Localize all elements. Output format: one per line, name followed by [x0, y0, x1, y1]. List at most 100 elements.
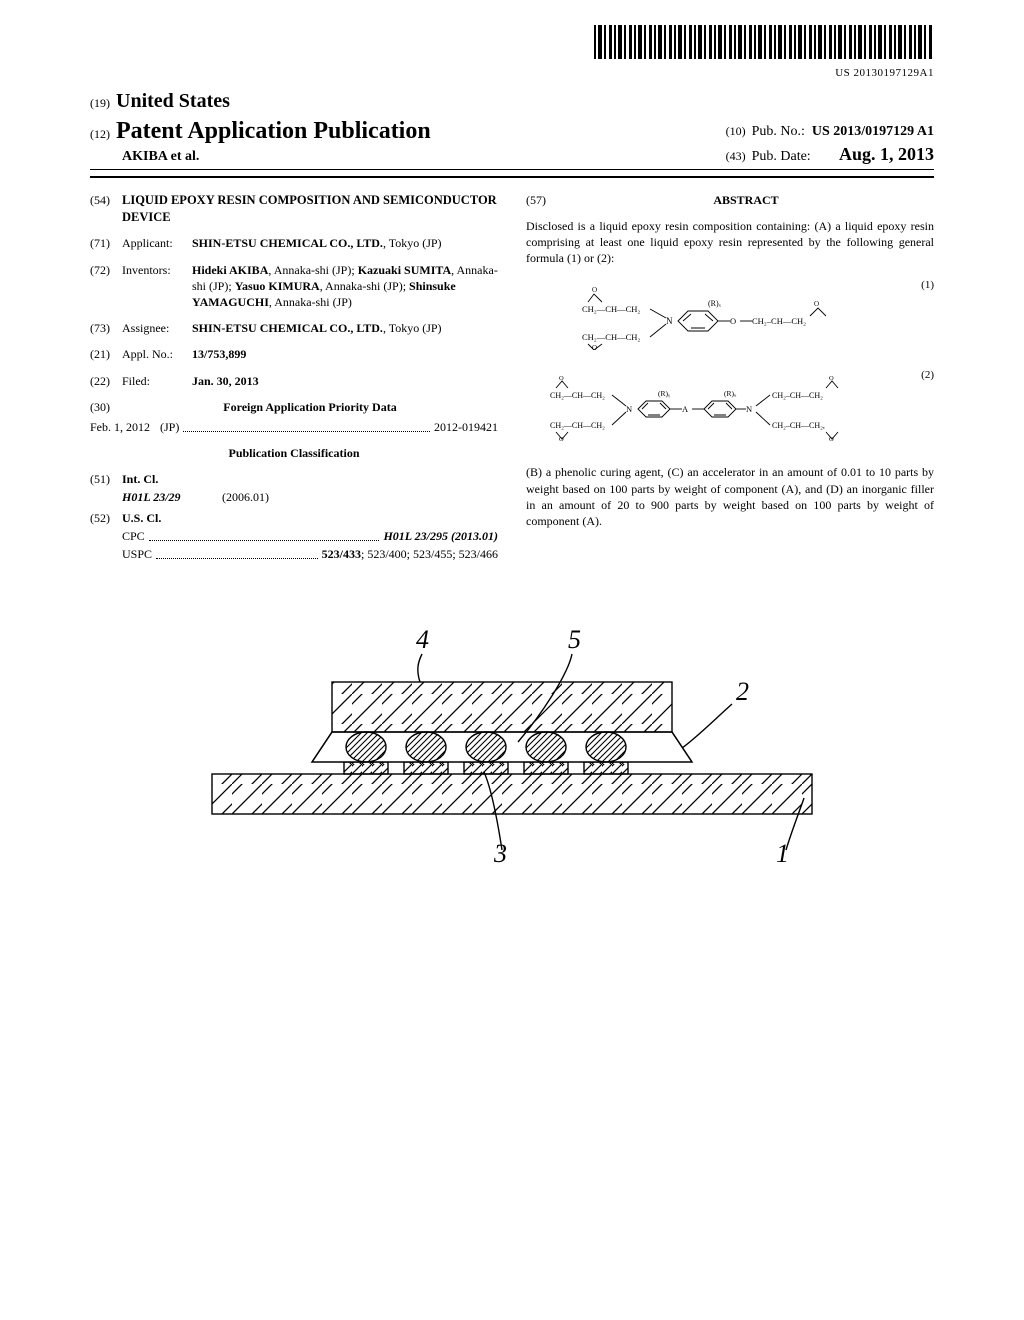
uscl-label: U.S. Cl.: [122, 511, 161, 525]
applno-value: 13/753,899: [192, 346, 498, 362]
pubno-label: Pub. No.:: [752, 124, 805, 139]
pubno-value: US 2013/0197129 A1: [812, 124, 934, 139]
country-num: (19): [90, 96, 110, 110]
assignee-field: (73) Assignee: SHIN-ETSU CHEMICAL CO., L…: [90, 320, 498, 336]
svg-text:CH₂–CH—CH₂,: CH₂–CH—CH₂,: [772, 421, 825, 430]
svg-text:N: N: [666, 316, 673, 326]
uspc-value: 523/433; 523/400; 523/455; 523/466: [322, 546, 498, 562]
assignee-label: Assignee:: [122, 320, 192, 336]
dots: [183, 419, 430, 432]
formula-1: (1) CH₂—CH—CH₂ O CH₂—CH—CH₂ O N (R)ₓ: [526, 278, 934, 350]
applicant-value: SHIN-ETSU CHEMICAL CO., LTD., Tokyo (JP): [192, 235, 498, 251]
svg-text:N: N: [626, 404, 632, 414]
pubno-num: (10): [726, 124, 746, 138]
svg-text:CH₂–CH—CH₂: CH₂–CH—CH₂: [772, 391, 823, 400]
priority-row: Feb. 1, 2012 (JP) 2012-019421: [90, 419, 498, 435]
pubdate-value: Aug. 1, 2013: [839, 142, 934, 166]
fig-label-3: 3: [493, 839, 507, 864]
assignee-value: SHIN-ETSU CHEMICAL CO., LTD., Tokyo (JP): [192, 320, 498, 336]
svg-text:CH₂—CH—CH₂: CH₂—CH—CH₂: [582, 304, 640, 314]
applno-label: Appl. No.:: [122, 346, 192, 362]
filed-label: Filed:: [122, 373, 192, 389]
filed-value: Jan. 30, 2013: [192, 373, 498, 389]
cpc-label: CPC: [122, 528, 145, 544]
patent-figure: 4 5 2 3 1: [90, 604, 934, 869]
foreign-appno: 2012-019421: [434, 419, 498, 435]
doctype-num: (12): [90, 127, 110, 141]
intcl-code: H01L 23/29: [122, 490, 181, 504]
foreign-country: (JP): [160, 419, 179, 435]
svg-text:A: A: [682, 404, 689, 414]
pubdate-label: Pub. Date:: [752, 149, 811, 164]
foreign-field: (30) Foreign Application Priority Data: [90, 399, 498, 415]
barcode-region: US 20130197129A1: [90, 25, 934, 80]
svg-text:O: O: [559, 436, 564, 443]
dots: [156, 546, 318, 559]
filed-num: (22): [90, 373, 122, 389]
authors-line: AKIBA et al.: [122, 148, 431, 167]
fig-label-2: 2: [736, 677, 749, 706]
formula-2: (2) CH₂—CH—CH₂ O CH₂—CH—CH₂ O N (R)ᵧ A: [526, 368, 934, 446]
svg-text:CH₂—CH—CH₂: CH₂—CH—CH₂: [550, 421, 605, 430]
title-text: LIQUID EPOXY RESIN COMPOSITION AND SEMIC…: [122, 192, 498, 226]
title-num: (54): [90, 192, 122, 226]
applno-num: (21): [90, 346, 122, 362]
svg-text:CH₂—CH—CH₂: CH₂—CH—CH₂: [550, 391, 605, 400]
intcl-line: H01L 23/29 (2006.01): [90, 489, 498, 505]
svg-text:N: N: [746, 404, 752, 414]
inventors-field: (72) Inventors: Hideki AKIBA, Annaka-shi…: [90, 262, 498, 311]
formula-1-svg: CH₂—CH—CH₂ O CH₂—CH—CH₂ O N (R)ₓ O: [580, 278, 880, 350]
svg-text:O: O: [829, 436, 834, 443]
rule-top2: [90, 176, 934, 178]
fig-label-5: 5: [568, 625, 581, 654]
applicant-field: (71) Applicant: SHIN-ETSU CHEMICAL CO., …: [90, 235, 498, 251]
uscl-num: (52): [90, 510, 122, 526]
abstract-header: (57) ABSTRACT: [526, 192, 934, 218]
svg-text:CH₂—CH—CH₂: CH₂—CH—CH₂: [582, 332, 640, 342]
uspc-label: USPC: [122, 546, 152, 562]
filed-field: (22) Filed: Jan. 30, 2013: [90, 373, 498, 389]
barcode: [594, 25, 934, 59]
barcode-number: US 20130197129A1: [90, 66, 934, 81]
formula-2-num: (2): [921, 368, 934, 383]
applicant-label: Applicant:: [122, 235, 192, 251]
intcl-label: Int. Cl.: [122, 472, 158, 486]
rule-top: [90, 169, 934, 170]
svg-text:(R)ₓ: (R)ₓ: [708, 299, 722, 308]
svg-text:(R)ᵤ: (R)ᵤ: [724, 389, 737, 398]
foreign-heading: Foreign Application Priority Data: [223, 400, 396, 414]
patent-figure-svg: 4 5 2 3 1: [172, 604, 852, 864]
cpc-line: CPC H01L 23/295 (2013.01): [90, 528, 498, 544]
left-column: (54) LIQUID EPOXY RESIN COMPOSITION AND …: [90, 192, 498, 565]
cpc-value: H01L 23/295 (2013.01): [383, 529, 498, 543]
svg-text:O: O: [814, 300, 819, 308]
inventors-label: Inventors:: [122, 262, 192, 311]
svg-text:(R)ᵧ: (R)ᵧ: [658, 389, 670, 399]
abstract-para1: Disclosed is a liquid epoxy resin compos…: [526, 218, 934, 267]
svg-text:O: O: [730, 316, 736, 326]
intcl-num: (51): [90, 471, 122, 487]
svg-text:O: O: [559, 375, 564, 382]
abstract-para2: (B) a phenolic curing agent, (C) an acce…: [526, 464, 934, 529]
foreign-num: (30): [90, 399, 122, 415]
svg-text:O: O: [592, 344, 597, 350]
right-column: (57) ABSTRACT Disclosed is a liquid epox…: [526, 192, 934, 565]
formula-1-num: (1): [921, 278, 934, 293]
fig-label-1: 1: [776, 839, 789, 864]
title-field: (54) LIQUID EPOXY RESIN COMPOSITION AND …: [90, 192, 498, 226]
applno-field: (21) Appl. No.: 13/753,899: [90, 346, 498, 362]
header-left: (19)United States (12)Patent Application…: [90, 88, 431, 166]
header-right: (10) Pub. No.: US 2013/0197129 A1 (43) Pub…: [726, 123, 934, 167]
uscl-field: (52) U.S. Cl.: [90, 510, 498, 526]
header: (19)United States (12)Patent Application…: [90, 88, 934, 166]
svg-text:O: O: [829, 375, 834, 382]
dots: [149, 528, 380, 541]
assignee-num: (73): [90, 320, 122, 336]
uspc-line: USPC 523/433; 523/400; 523/455; 523/466: [90, 546, 498, 562]
abstract-num: (57): [526, 192, 558, 218]
pubdate-num: (43): [726, 149, 746, 163]
intcl-field: (51) Int. Cl.: [90, 471, 498, 487]
formula-2-svg: CH₂—CH—CH₂ O CH₂—CH—CH₂ O N (R)ᵧ A: [550, 368, 910, 446]
svg-text:O: O: [592, 286, 597, 294]
inventors-value: Hideki AKIBA, Annaka-shi (JP); Kazuaki S…: [192, 262, 498, 311]
